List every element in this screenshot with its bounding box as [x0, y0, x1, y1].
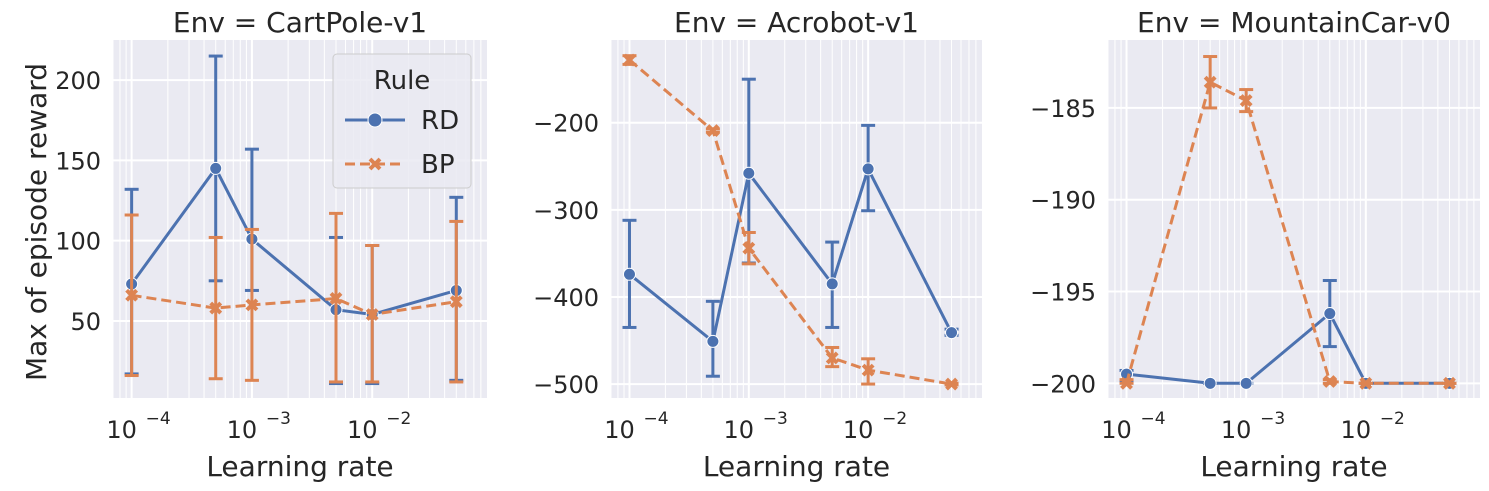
x-tick-label: 10	[106, 416, 137, 444]
y-tick-label: 50	[70, 308, 101, 336]
data-point-bp	[1443, 376, 1456, 390]
legend: Rule RD BP	[332, 53, 472, 189]
data-point-rd	[1323, 307, 1337, 321]
y-tick-label: −200	[1030, 370, 1096, 398]
plot-background	[611, 40, 982, 398]
x-tick-label: 10	[1221, 416, 1252, 444]
x-tick-exponent: −3	[1260, 409, 1285, 429]
data-point-bp	[245, 298, 259, 312]
panel-title: Env = Acrobot-v1	[674, 6, 919, 39]
x-tick-label: 10	[1101, 416, 1132, 444]
x-tick-exponent: −3	[763, 409, 788, 429]
x-tick-exponent: −2	[386, 409, 411, 429]
y-axis-label: Max of episode reward	[20, 63, 53, 381]
x-axis-label: Learning rate	[206, 450, 393, 483]
series-line-bp	[1125, 80, 1450, 385]
y-tick-label: −400	[533, 284, 599, 312]
data-point-bp	[449, 295, 463, 309]
data-point-rd	[945, 326, 959, 340]
series-line-bp	[628, 58, 952, 386]
panel-2: −500 −400 −300 −200 10 −4 10 −3 10 −2 Env = Acrobo…	[533, 6, 982, 483]
series-line-rd	[130, 165, 457, 317]
data-point-rd	[1239, 376, 1253, 390]
legend-label-bp: BP	[421, 150, 455, 180]
x-tick-label: 10	[843, 416, 874, 444]
data-point-bp	[742, 241, 756, 255]
data-point-rd	[1203, 376, 1217, 390]
y-tick-label: −500	[533, 371, 599, 399]
y-tick-label: −190	[1030, 187, 1096, 215]
x-tick-exponent: −4	[643, 409, 668, 429]
data-point-bp	[125, 288, 139, 302]
y-tick-label: −195	[1030, 279, 1096, 307]
data-layer	[124, 54, 464, 386]
x-tick-label: 10	[227, 416, 258, 444]
panel-title: Env = CartPole-v1	[173, 6, 427, 39]
plot-background	[1108, 40, 1480, 398]
x-tick-exponent: −4	[146, 409, 171, 429]
y-tick-label: 100	[55, 228, 101, 256]
data-point-bp	[1203, 75, 1217, 89]
data-point-rd	[706, 334, 720, 348]
legend-label-rd: RD	[421, 106, 459, 136]
x-tick-exponent: −4	[1141, 409, 1166, 429]
series-line-rd	[628, 164, 953, 345]
legend-marker-rd	[367, 112, 383, 128]
data-point-rd	[742, 166, 756, 180]
legend-title: Rule	[374, 66, 431, 96]
y-tick-label: −200	[533, 110, 599, 138]
data-point-bp	[1239, 94, 1253, 107]
data-point-rd	[209, 161, 223, 175]
data-layer	[622, 53, 959, 391]
data-point-bp	[329, 292, 343, 305]
data-point-bp	[706, 124, 720, 138]
x-tick-exponent: −2	[882, 409, 907, 429]
panel-1: 50 100 150 200 10 −4 10 −3 10 −2 Env = CartPole-v1…	[55, 6, 487, 483]
x-tick-label: 10	[1341, 416, 1372, 444]
data-point-bp	[945, 377, 958, 391]
y-tick-label: 150	[55, 147, 101, 175]
data-point-bp	[623, 53, 636, 67]
series-line-bp	[131, 293, 457, 317]
data-point-rd	[825, 277, 839, 291]
data-point-rd	[861, 162, 875, 176]
panels: 50 100 150 200 10 −4 10 −3 10 −2 Env = CartPole-v1…	[55, 6, 1480, 483]
y-tick-label: −300	[533, 197, 599, 225]
data-layer	[1119, 55, 1457, 390]
x-axis-label: Learning rate	[1200, 450, 1387, 483]
data-point-bp	[209, 301, 223, 315]
y-tick-label: 200	[55, 67, 101, 95]
y-tick-label: −185	[1030, 95, 1096, 123]
x-axis-label: Learning rate	[703, 450, 890, 483]
panel-title: Env = MountainCar-v0	[1137, 6, 1451, 39]
x-tick-exponent: −3	[266, 409, 291, 429]
data-point-bp	[1120, 376, 1133, 390]
x-tick-exponent: −2	[1380, 409, 1405, 429]
legend-marker-bp	[368, 157, 382, 171]
x-tick-label: 10	[724, 416, 755, 444]
data-point-rd	[622, 267, 636, 281]
data-point-bp	[825, 351, 839, 365]
data-point-bp	[1359, 376, 1373, 390]
data-point-bp	[1323, 375, 1337, 388]
data-point-bp	[861, 363, 875, 377]
x-tick-label: 10	[604, 416, 635, 444]
data-point-bp	[365, 308, 379, 321]
x-tick-label: 10	[347, 416, 378, 444]
panel-3: −200 −195 −190 −185 10 −4 10 −3 10 −2 Env = Mounta…	[1030, 6, 1480, 483]
